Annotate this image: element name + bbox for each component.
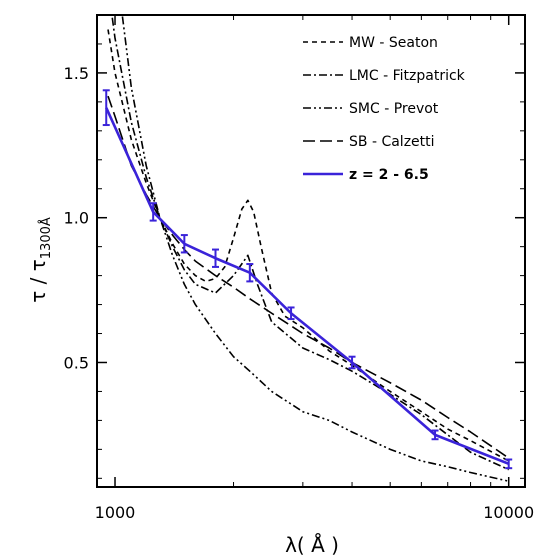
legend-label-z-2-6-5: z = 2 - 6.5 — [349, 167, 429, 183]
svg-text:τ / τ1300Å: τ / τ1300Å — [26, 217, 54, 303]
error-bar-layer — [102, 89, 513, 470]
y-axis-title: τ / τ1300Å — [26, 217, 54, 303]
legend-label-smc-prevot: SMC - Prevot — [349, 101, 439, 117]
legend-label-mw-seaton: MW - Seaton — [349, 35, 438, 51]
series-line-mw-seaton — [107, 29, 510, 462]
y-tick-label: 1.5 — [64, 64, 89, 83]
x-tick-label: 10000 — [483, 503, 534, 522]
y-tick-label: 1.0 — [64, 209, 89, 228]
tick-layer: 1000 10000 0.5 1.0 1.5 — [64, 15, 534, 522]
plot-frame — [96, 14, 526, 488]
x-tick-label: 1000 — [95, 503, 136, 522]
y-axis-title-subscript: 1300Å — [38, 217, 54, 259]
y-axis-title-main: τ / τ — [26, 259, 50, 303]
legend: MW - Seaton LMC - Fitzpatrick SMC - Prevot… — [303, 35, 466, 183]
series-line-smc-prevot — [121, 15, 509, 482]
x-axis-title: λ( Å ) — [285, 533, 339, 557]
series-line-lmc-fitzpatrick — [111, 15, 510, 471]
legend-label-sb-calzetti: SB - Calzetti — [349, 134, 435, 150]
legend-label-lmc-fitzpatrick: LMC - Fitzpatrick — [349, 68, 466, 84]
series-line-sb-calzetti — [107, 95, 510, 459]
y-tick-label: 0.5 — [64, 353, 89, 372]
series-line-z-2-6-5 — [105, 107, 510, 466]
